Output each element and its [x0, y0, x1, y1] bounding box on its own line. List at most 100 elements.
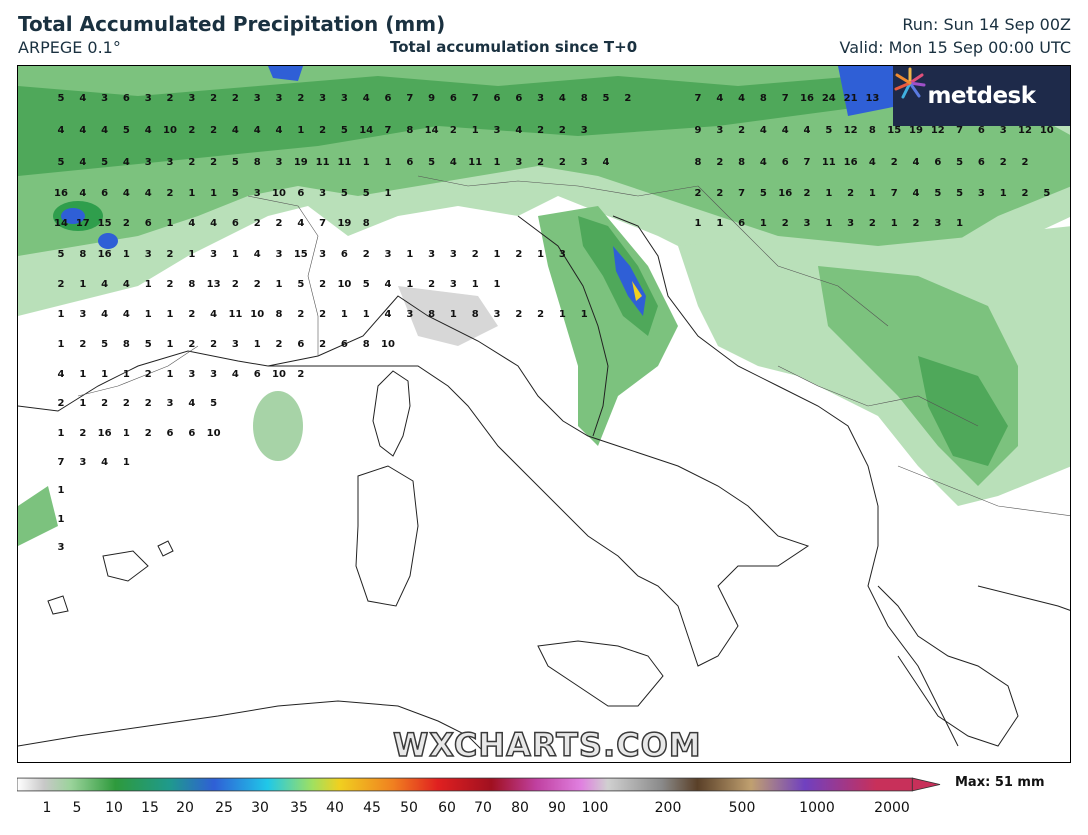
precip-value: 8 — [760, 93, 767, 104]
precip-value: 1 — [79, 398, 86, 409]
precip-value: 16 — [54, 188, 68, 199]
precip-value: 4 — [123, 309, 130, 320]
precip-value: 4 — [101, 457, 108, 468]
precip-value: 4 — [385, 309, 392, 320]
precip-value: 8 — [363, 339, 370, 350]
precip-value: 4 — [232, 369, 239, 380]
precip-value: 6 — [385, 93, 392, 104]
precip-value: 4 — [515, 125, 522, 136]
precip-value: 1 — [341, 309, 348, 320]
precip-value: 2 — [319, 309, 326, 320]
precip-value: 2 — [167, 188, 174, 199]
colorbar-tick-label: 5 — [72, 800, 82, 816]
precip-value: 8 — [276, 309, 283, 320]
precip-value: 3 — [804, 218, 811, 229]
precip-value: 1 — [494, 249, 501, 260]
precip-value: 10 — [381, 339, 395, 350]
precip-value: 1 — [406, 279, 413, 290]
colorbar-tick-label: 25 — [215, 800, 233, 816]
precip-value: 6 — [123, 93, 130, 104]
precip-value: 2 — [913, 218, 920, 229]
precip-value: 3 — [254, 188, 261, 199]
precip-value: 1 — [188, 188, 195, 199]
precip-value: 2 — [537, 157, 544, 168]
precip-value: 1 — [472, 279, 479, 290]
precip-value: 3 — [537, 93, 544, 104]
precip-value: 3 — [210, 369, 217, 380]
max-arrow-icon — [911, 777, 941, 792]
precip-value: 2 — [716, 188, 723, 199]
colorbar-tick-label: 35 — [290, 800, 308, 816]
colorbar-tick-label: 70 — [474, 800, 492, 816]
precip-value: 1 — [167, 309, 174, 320]
precip-value: 3 — [494, 125, 501, 136]
precip-value: 6 — [782, 157, 789, 168]
precip-value: 8 — [472, 309, 479, 320]
precip-value: 5 — [934, 188, 941, 199]
precip-value: 1 — [385, 188, 392, 199]
precip-value: 4 — [276, 125, 283, 136]
precip-value: 3 — [406, 309, 413, 320]
precip-fields — [18, 66, 1070, 546]
precip-value: 1 — [123, 428, 130, 439]
precip-value: 3 — [716, 125, 723, 136]
precip-value: 3 — [145, 93, 152, 104]
precip-value: 4 — [58, 125, 65, 136]
precip-value: 3 — [341, 93, 348, 104]
precip-value: 2 — [297, 93, 304, 104]
precip-value: 1 — [79, 279, 86, 290]
precip-value: 2 — [624, 93, 631, 104]
precip-value: 4 — [79, 93, 86, 104]
precip-value: 6 — [297, 188, 304, 199]
precip-value: 4 — [232, 125, 239, 136]
precip-value: 1 — [210, 188, 217, 199]
precip-value: 12 — [844, 125, 858, 136]
precip-value: 5 — [58, 249, 65, 260]
precip-value: 2 — [188, 339, 195, 350]
precip-value: 2 — [210, 157, 217, 168]
precip-value: 1 — [254, 339, 261, 350]
precip-value: 4 — [385, 279, 392, 290]
precip-value: 1 — [406, 249, 413, 260]
precip-value: 2 — [254, 218, 261, 229]
run-label: Run: Sun 14 Sep 00Z — [902, 15, 1071, 34]
precipitation-map[interactable]: 5 4 3 6 3 2 3 2 2 3 3 2 3 3 4 6 7 9 6 7 6 6 3 4 8 5 2 7 4 4 8 7 16 24 21 13… — [17, 65, 1071, 763]
colorbar-tick-label: 10 — [105, 800, 123, 816]
precip-value: 15 — [887, 125, 901, 136]
precip-value: 2 — [319, 279, 326, 290]
colorbar-tick-label: 20 — [176, 800, 194, 816]
precip-value: 3 — [1000, 125, 1007, 136]
colorbar-tick-label: 80 — [511, 800, 529, 816]
precip-value: 10 — [250, 309, 264, 320]
precip-value: 4 — [188, 218, 195, 229]
precip-value: 4 — [123, 188, 130, 199]
precip-value: 19 — [909, 125, 923, 136]
precip-value: 2 — [188, 157, 195, 168]
precip-value: 6 — [341, 249, 348, 260]
colorbar-tick-label: 45 — [363, 800, 381, 816]
precip-value: 5 — [428, 157, 435, 168]
precip-value: 8 — [581, 93, 588, 104]
precip-value: 3 — [319, 188, 326, 199]
precip-value: 2 — [847, 188, 854, 199]
colorbar-tick-label: 50 — [400, 800, 418, 816]
precip-value: 2 — [145, 428, 152, 439]
precip-value: 1 — [276, 279, 283, 290]
precip-value: 16 — [98, 428, 112, 439]
precip-value: 6 — [450, 93, 457, 104]
precip-value: 1 — [825, 188, 832, 199]
precip-value: 4 — [869, 157, 876, 168]
precip-value: 14 — [359, 125, 373, 136]
precip-value: 3 — [934, 218, 941, 229]
precip-value: 4 — [760, 125, 767, 136]
precip-value: 3 — [145, 249, 152, 260]
precip-value: 1 — [956, 218, 963, 229]
precip-value: 3 — [167, 398, 174, 409]
precip-value: 16 — [844, 157, 858, 168]
precip-value: 10 — [1040, 125, 1054, 136]
precip-value: 6 — [254, 369, 261, 380]
precip-value: 4 — [188, 398, 195, 409]
precip-value: 4 — [210, 309, 217, 320]
precip-value: 7 — [319, 218, 326, 229]
precip-value: 4 — [804, 125, 811, 136]
